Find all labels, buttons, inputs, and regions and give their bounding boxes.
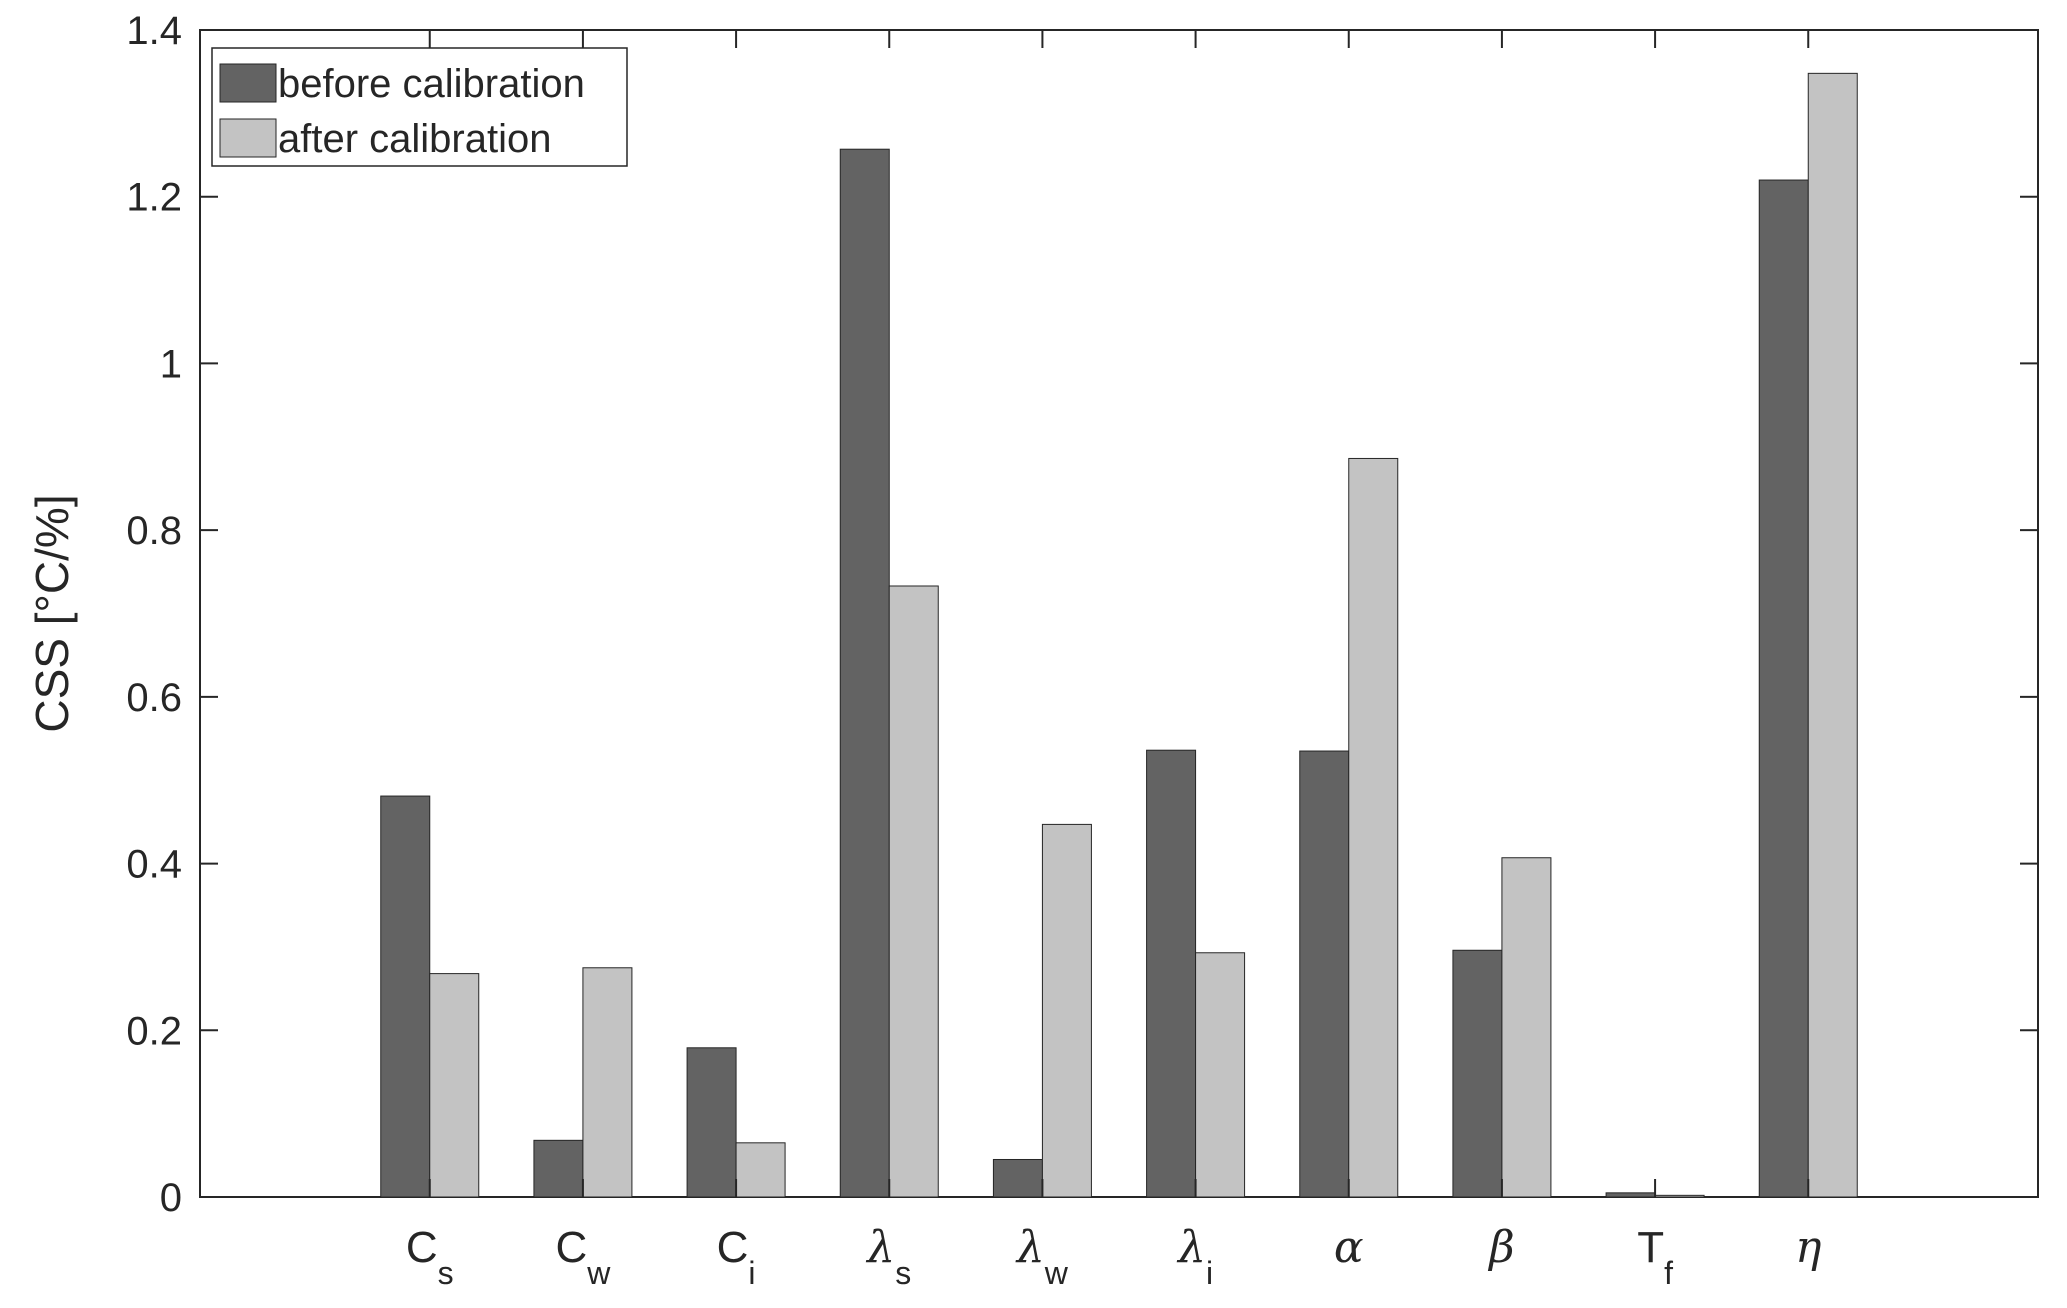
bar-before-6 bbox=[1146, 749, 1197, 1198]
legend-label-after: after calibration bbox=[278, 117, 551, 161]
bar-before-7 bbox=[1299, 750, 1350, 1198]
y-tick-label: 0 bbox=[160, 1176, 182, 1220]
y-tick-label: 0.6 bbox=[126, 676, 182, 720]
x-category-labels: Cs Cw Ci λs λw λi α β Tf η bbox=[406, 1222, 1822, 1291]
y-tick-label: 0.4 bbox=[126, 843, 182, 887]
y-tick-label: 1.4 bbox=[126, 9, 182, 53]
y-tick-label: 0.8 bbox=[126, 509, 182, 553]
legend: before calibration after calibration bbox=[211, 47, 628, 167]
x-category-label: Ci bbox=[717, 1223, 756, 1291]
x-category-label: β bbox=[1487, 1222, 1514, 1273]
legend-box bbox=[211, 47, 628, 167]
x-category-label: λi bbox=[1176, 1222, 1213, 1291]
x-category-label: Cw bbox=[555, 1223, 611, 1291]
bar-before-10 bbox=[1758, 179, 1809, 1198]
y-tick-labels: 0 0.2 0.4 0.6 0.8 1 1.2 1.4 bbox=[126, 9, 182, 1220]
y-tick-label: 0.2 bbox=[126, 1009, 182, 1053]
bar-after-10 bbox=[1807, 72, 1858, 1198]
bar-before-3 bbox=[686, 1047, 737, 1198]
bar-before-2 bbox=[533, 1139, 584, 1198]
bar-after-6 bbox=[1195, 952, 1246, 1198]
bar-after-3 bbox=[735, 1142, 786, 1198]
x-category-label: η bbox=[1795, 1222, 1821, 1273]
x-category-label: λs bbox=[865, 1222, 911, 1291]
bar-before-9 bbox=[1605, 1192, 1656, 1198]
x-category-label: λw bbox=[1015, 1222, 1069, 1291]
bar-after-4 bbox=[888, 585, 939, 1198]
bar-after-1 bbox=[429, 973, 480, 1198]
bars-group bbox=[380, 72, 1858, 1198]
y-axis-title: CSS [°C/%] bbox=[26, 494, 78, 732]
y-tick-label: 1.2 bbox=[126, 176, 182, 220]
x-category-label: Cs bbox=[406, 1223, 454, 1291]
ticks-group bbox=[200, 29, 2038, 1198]
x-category-label: Tf bbox=[1637, 1223, 1673, 1291]
bar-after-9 bbox=[1654, 1194, 1705, 1198]
bar-before-1 bbox=[380, 795, 431, 1198]
x-category-label: α bbox=[1334, 1222, 1364, 1273]
legend-swatch-after bbox=[219, 118, 277, 158]
bar-after-2 bbox=[582, 967, 633, 1198]
legend-swatch-before bbox=[219, 63, 277, 103]
legend-label-before: before calibration bbox=[278, 62, 585, 106]
plot-area bbox=[199, 29, 2039, 1198]
bar-after-5 bbox=[1041, 823, 1092, 1198]
bar-after-7 bbox=[1348, 457, 1399, 1198]
bar-before-4 bbox=[839, 148, 890, 1198]
axes-box bbox=[199, 29, 2039, 1198]
bar-after-8 bbox=[1501, 857, 1552, 1198]
bar-before-5 bbox=[992, 1158, 1043, 1198]
y-tick-label: 1 bbox=[160, 342, 182, 386]
bar-before-8 bbox=[1452, 949, 1503, 1198]
